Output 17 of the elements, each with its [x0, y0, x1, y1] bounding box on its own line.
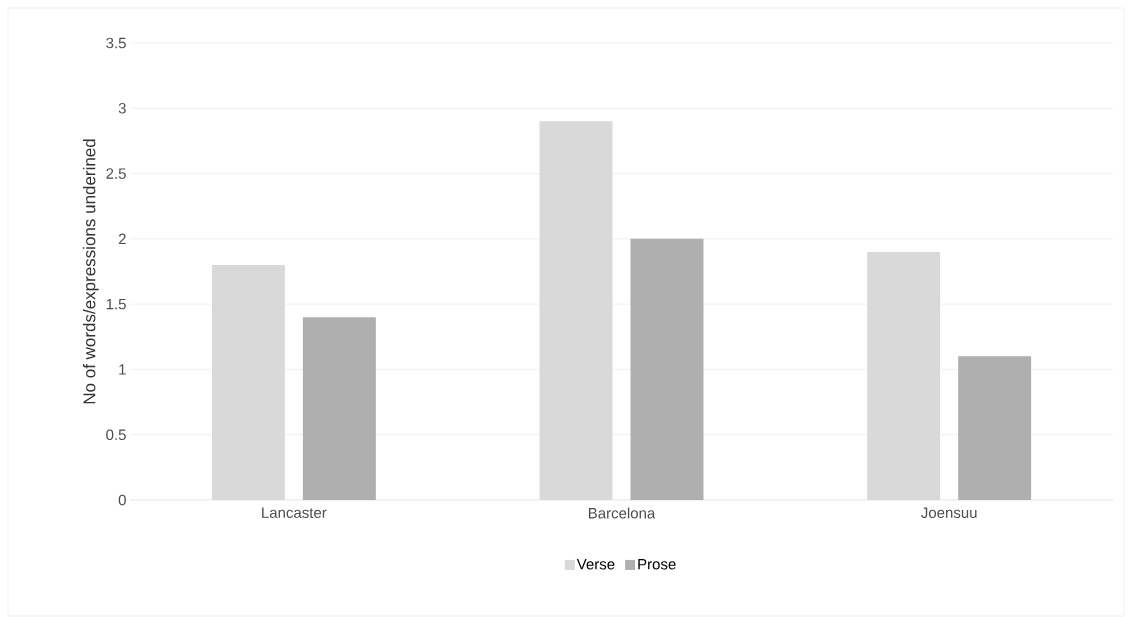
y-tick-label: 3.5 — [106, 37, 126, 49]
legend-label: Verse — [576, 559, 615, 570]
y-tick-label: 0 — [118, 494, 126, 506]
x-tick-label: Lancaster — [262, 507, 327, 518]
bar — [958, 356, 1032, 500]
x-tick-label: Barcelona — [588, 507, 656, 519]
legend-label: Prose — [638, 559, 676, 570]
y-tick-label: 1.5 — [106, 298, 126, 310]
y-tick-label: 2 — [118, 233, 126, 245]
y-tick-label: 2.5 — [106, 168, 126, 179]
y-tick-label: 0.5 — [106, 429, 126, 440]
bar — [630, 238, 704, 500]
y-tick-label: 1 — [119, 364, 126, 375]
bar — [302, 317, 376, 500]
x-tick-label: Joensuu — [921, 507, 977, 518]
y-axis-title: No of words/expressions underined — [82, 139, 99, 404]
y-tick-label: 3 — [118, 102, 126, 114]
